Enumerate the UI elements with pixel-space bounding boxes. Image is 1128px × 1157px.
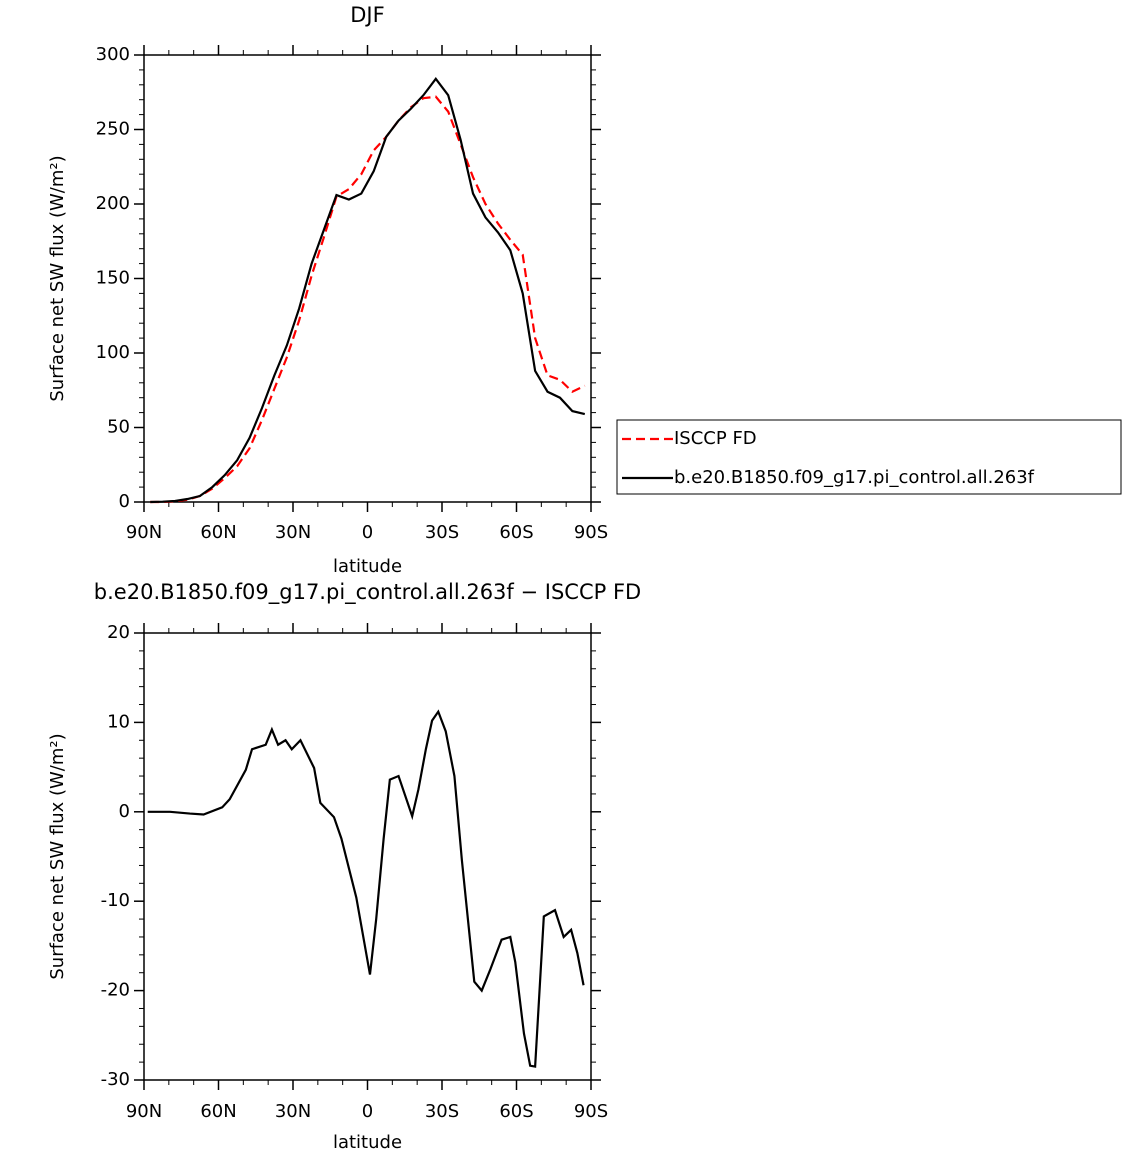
y-tick-label: -20 [101,980,130,1001]
x-tick-label: 0 [362,1101,373,1122]
y-axis-label: Surface net SW flux (W/m²) [47,733,68,979]
x-tick-label: 0 [362,522,373,543]
x-tick-label: 30S [425,1101,459,1122]
plot-frame [143,632,592,1081]
x-tick-label: 90N [126,1101,162,1122]
y-tick-label: -10 [101,890,130,911]
x-tick-label: 60S [499,522,533,543]
plot-frame [143,54,592,503]
chart-title: DJF [350,3,384,27]
chart-title: b.e20.B1850.f09_g17.pi_control.all.263f … [94,580,641,605]
x-tick-label: 60N [200,1101,236,1122]
x-tick-label: 60N [200,522,236,543]
y-tick-label: -30 [101,1069,130,1090]
y-tick-label: 0 [119,491,130,512]
x-axis-label: latitude [333,556,402,577]
x-tick-label: 30N [275,522,311,543]
y-tick-label: 300 [96,44,130,65]
y-tick-label: 200 [96,193,130,214]
x-tick-label: 60S [499,1101,533,1122]
x-tick-label: 90N [126,522,162,543]
x-tick-label: 30S [425,522,459,543]
x-axis-label: latitude [333,1132,402,1153]
y-tick-label: 250 [96,119,130,140]
y-tick-label: 100 [96,342,130,363]
y-tick-label: 150 [96,268,130,289]
y-tick-label: 20 [107,622,130,643]
data-line [150,95,586,504]
x-tick-label: 30N [275,1101,311,1122]
x-tick-label: 90S [574,1101,608,1122]
y-axis-label: Surface net SW flux (W/m²) [47,155,68,401]
y-tick-label: 50 [107,417,130,438]
legend-box [616,419,1122,495]
y-tick-label: 10 [107,711,130,732]
legend-label: ISCCP FD [674,428,757,449]
y-tick-label: 0 [119,801,130,822]
legend-label: b.e20.B1850.f09_g17.pi_control.all.263f [674,467,1035,488]
data-line [147,709,585,1068]
x-tick-label: 90S [574,522,608,543]
data-line [150,77,586,504]
